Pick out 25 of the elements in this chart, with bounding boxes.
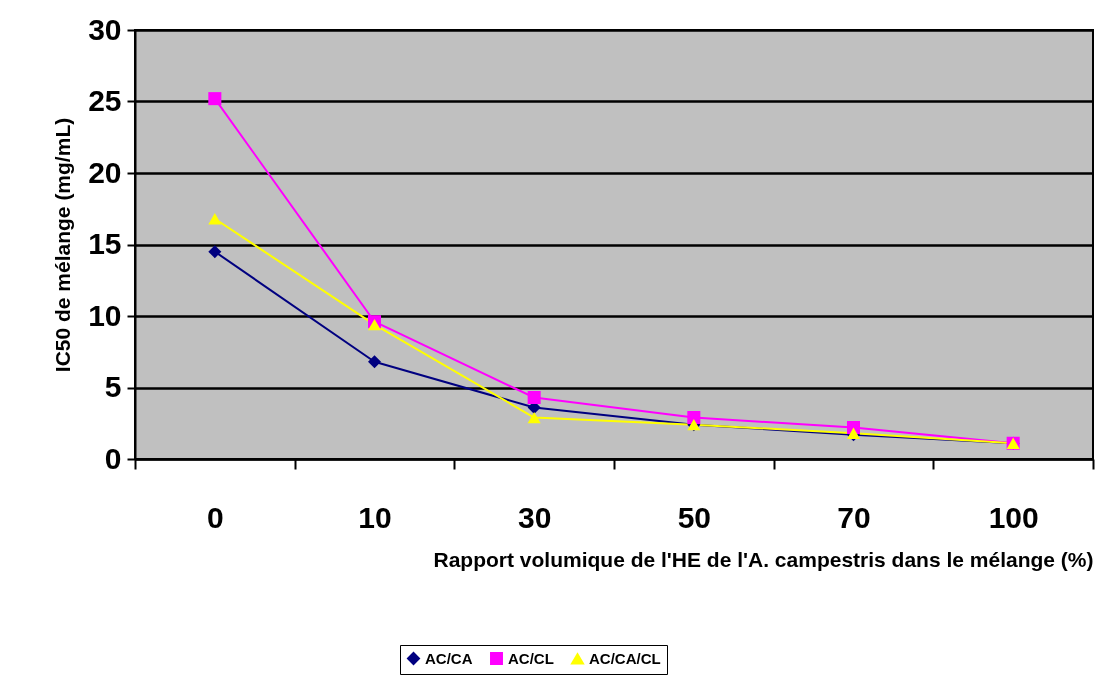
legend-label: AC/CA/CL: [589, 649, 661, 667]
point: [367, 355, 382, 369]
y-tick-label: 15: [88, 227, 122, 260]
x-tick-label: 0: [206, 500, 224, 534]
x-axis-title: Rapport volumique de l'HE de l'A. campestris dans le mélange (%): [433, 547, 1094, 571]
x-tick-label: 70: [837, 500, 871, 534]
x-tick-label: 10: [358, 500, 392, 534]
point: [527, 390, 541, 405]
x-tick-label: 100: [988, 500, 1039, 534]
x-tick-label: 30: [517, 500, 552, 534]
y-tick-label: 25: [88, 84, 122, 117]
point: [208, 213, 222, 225]
point: [208, 245, 222, 259]
point: [687, 411, 701, 425]
x-tick-label: 50: [677, 500, 712, 534]
y-tick-label: 5: [104, 370, 122, 403]
y-tick-label: 30: [88, 12, 122, 46]
y-axis-title: IC50 de mélange (mg/mL): [51, 117, 75, 373]
point: [208, 92, 222, 106]
y-tick-label: 0: [104, 441, 122, 475]
point: [527, 411, 541, 424]
legend-label: AC/CA: [425, 649, 473, 667]
y-tick-label: 20: [88, 155, 122, 189]
legend-label: AC/CL: [508, 649, 554, 667]
y-tick-label: 10: [88, 298, 122, 332]
